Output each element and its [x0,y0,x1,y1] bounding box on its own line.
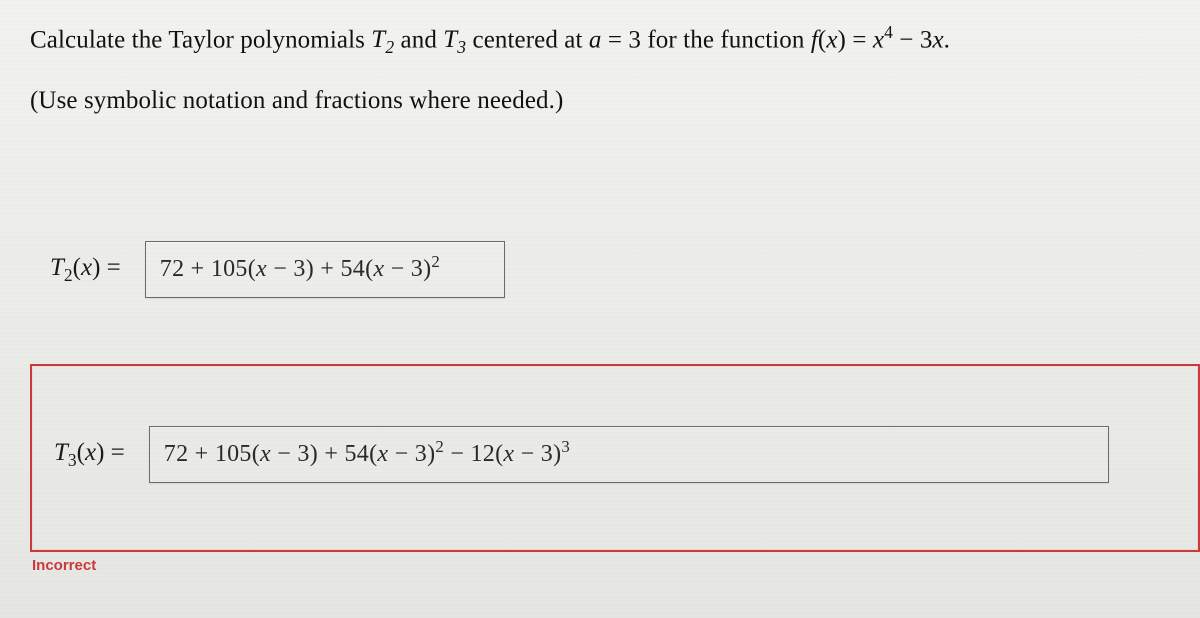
x-var: x [826,26,837,53]
a-var: a [589,26,602,53]
x-var: x [373,256,384,282]
exp-2: 2 [431,252,440,271]
exp-4: 4 [884,22,893,42]
t-letter: T [50,254,64,281]
paren: ) [838,26,846,53]
t3-incorrect-region: T3(x) = 72 + 105(x − 3) + 54(x − 3)2 − 1… [30,364,1200,552]
problem-line-1: Calculate the Taylor polynomials T2 and … [30,18,1200,61]
text: centered at [466,26,589,53]
expr: − 3 [388,441,427,467]
paren: ( [77,439,85,466]
t2-answer-row: T2(x) = 72 + 105(x − 3) + 54(x − 3)2 [50,241,1200,298]
t-letter: T [54,439,68,466]
paren: ( [248,256,256,282]
sub-2: 2 [385,37,394,57]
paren: ) [310,441,318,467]
label-close: ) = [92,254,121,281]
period: . [944,26,950,53]
equals: = [846,26,873,53]
text: and [394,26,443,53]
x-var: x [377,441,388,467]
expr: + 54 [314,256,365,282]
text: for the function [641,26,811,53]
exp-2: 2 [435,437,444,456]
t2-label: T2(x) = [50,254,121,286]
expr: 72 + 105 [160,256,248,282]
t-letter: T [443,26,457,53]
paren: ( [73,254,81,281]
sub-2: 2 [64,265,73,285]
t3-answer-row: T3(x) = 72 + 105(x − 3) + 54(x − 3)2 − 1… [54,426,1198,483]
expr: − 3 [271,441,310,467]
expr: − 12 [444,441,495,467]
expr: − 3 [267,256,306,282]
paren: ) [306,256,314,282]
t3-symbol: T3 [443,26,466,53]
exp-3: 3 [561,437,570,456]
f-letter: f [811,26,818,53]
t3-answer-input[interactable]: 72 + 105(x − 3) + 54(x − 3)2 − 12(x − 3)… [149,426,1109,483]
sub-3: 3 [68,450,77,470]
paren: ( [252,441,260,467]
x-var: x [503,441,514,467]
t2-symbol: T2 [371,26,394,53]
text: − 3 [893,26,933,53]
expr: − 3 [384,256,423,282]
label-close: ) = [96,439,125,466]
sub-3: 3 [457,37,466,57]
equals: = [602,26,629,53]
text: Calculate the Taylor polynomials [30,26,371,53]
t2-answer-input[interactable]: 72 + 105(x − 3) + 54(x − 3)2 [145,241,505,298]
x-var: x [81,254,92,281]
expr: + 54 [318,441,369,467]
problem-statement: Calculate the Taylor polynomials T2 and … [30,18,1200,121]
expr: − 3 [514,441,553,467]
x-var: x [260,441,271,467]
x-base: x [873,26,884,53]
problem-line-2: (Use symbolic notation and fractions whe… [30,81,1200,121]
x-var: x [85,439,96,466]
x-var: x [932,26,943,53]
x-var: x [256,256,267,282]
a-value: 3 [628,26,641,53]
t3-label: T3(x) = [54,439,125,471]
expr: 72 + 105 [164,441,252,467]
t-letter: T [371,26,385,53]
incorrect-badge: Incorrect [32,557,96,574]
